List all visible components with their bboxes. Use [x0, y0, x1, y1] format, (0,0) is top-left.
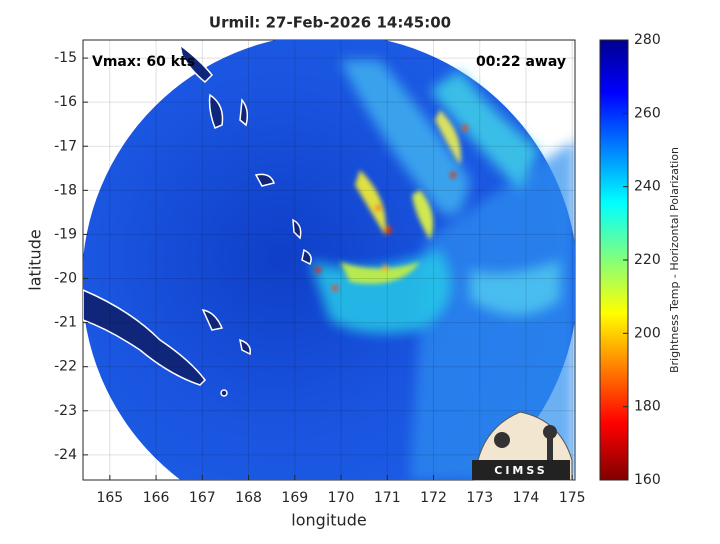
x-tick-label: 166: [143, 490, 170, 506]
colorbar-tick-label: 200: [634, 325, 661, 341]
intensity-label: Vmax: 60 kts: [92, 54, 195, 70]
y-tick-label: -20: [54, 271, 77, 287]
title: Urmil: 27-Feb-2026 14:45:00: [209, 14, 451, 32]
x-tick-label: 169: [281, 490, 308, 506]
logo-text: CIMSS: [494, 464, 547, 477]
y-tick-label: -24: [54, 447, 77, 463]
y-tick-label: -18: [54, 182, 77, 198]
time-label: 00:22 away: [476, 54, 566, 70]
x-tick-label: 174: [513, 490, 540, 506]
colorbar-tick-label: 260: [634, 105, 661, 121]
colorbar-tick-label: 160: [634, 472, 661, 488]
satellite-image: [83, 40, 575, 480]
x-tick-label: 171: [374, 490, 401, 506]
colorbar-tick-label: 220: [634, 252, 661, 268]
x-tick-label: 172: [420, 490, 447, 506]
x-tick-label: 173: [466, 490, 493, 506]
coastlines: [83, 43, 312, 397]
x-tick-label: 175: [559, 490, 586, 506]
y-axis-label: latitude: [26, 229, 45, 290]
x-axis-label: longitude: [291, 511, 366, 530]
x-tick-label: 168: [235, 490, 262, 506]
x-tick-label: 170: [328, 490, 355, 506]
y-tick-label: -22: [54, 359, 77, 375]
x-tick-label: 167: [189, 490, 216, 506]
y-tick-label: -21: [54, 315, 77, 331]
grid: [83, 40, 575, 480]
logo: CIMSS: [472, 411, 573, 481]
colorbar-tick-label: 180: [634, 399, 661, 415]
y-tick-label: -19: [54, 226, 77, 242]
colorbar-tick-label: 280: [634, 32, 661, 48]
x-tick-label: 165: [96, 490, 123, 506]
y-tick-label: -15: [54, 50, 77, 66]
y-tick-label: -23: [54, 403, 77, 419]
y-tick-label: -16: [54, 94, 77, 110]
colorbar-label: Brightness Temp - Horizontal Polarizatio…: [668, 147, 681, 373]
y-tick-label: -17: [54, 138, 77, 154]
colorbar-tick-label: 240: [634, 179, 661, 195]
